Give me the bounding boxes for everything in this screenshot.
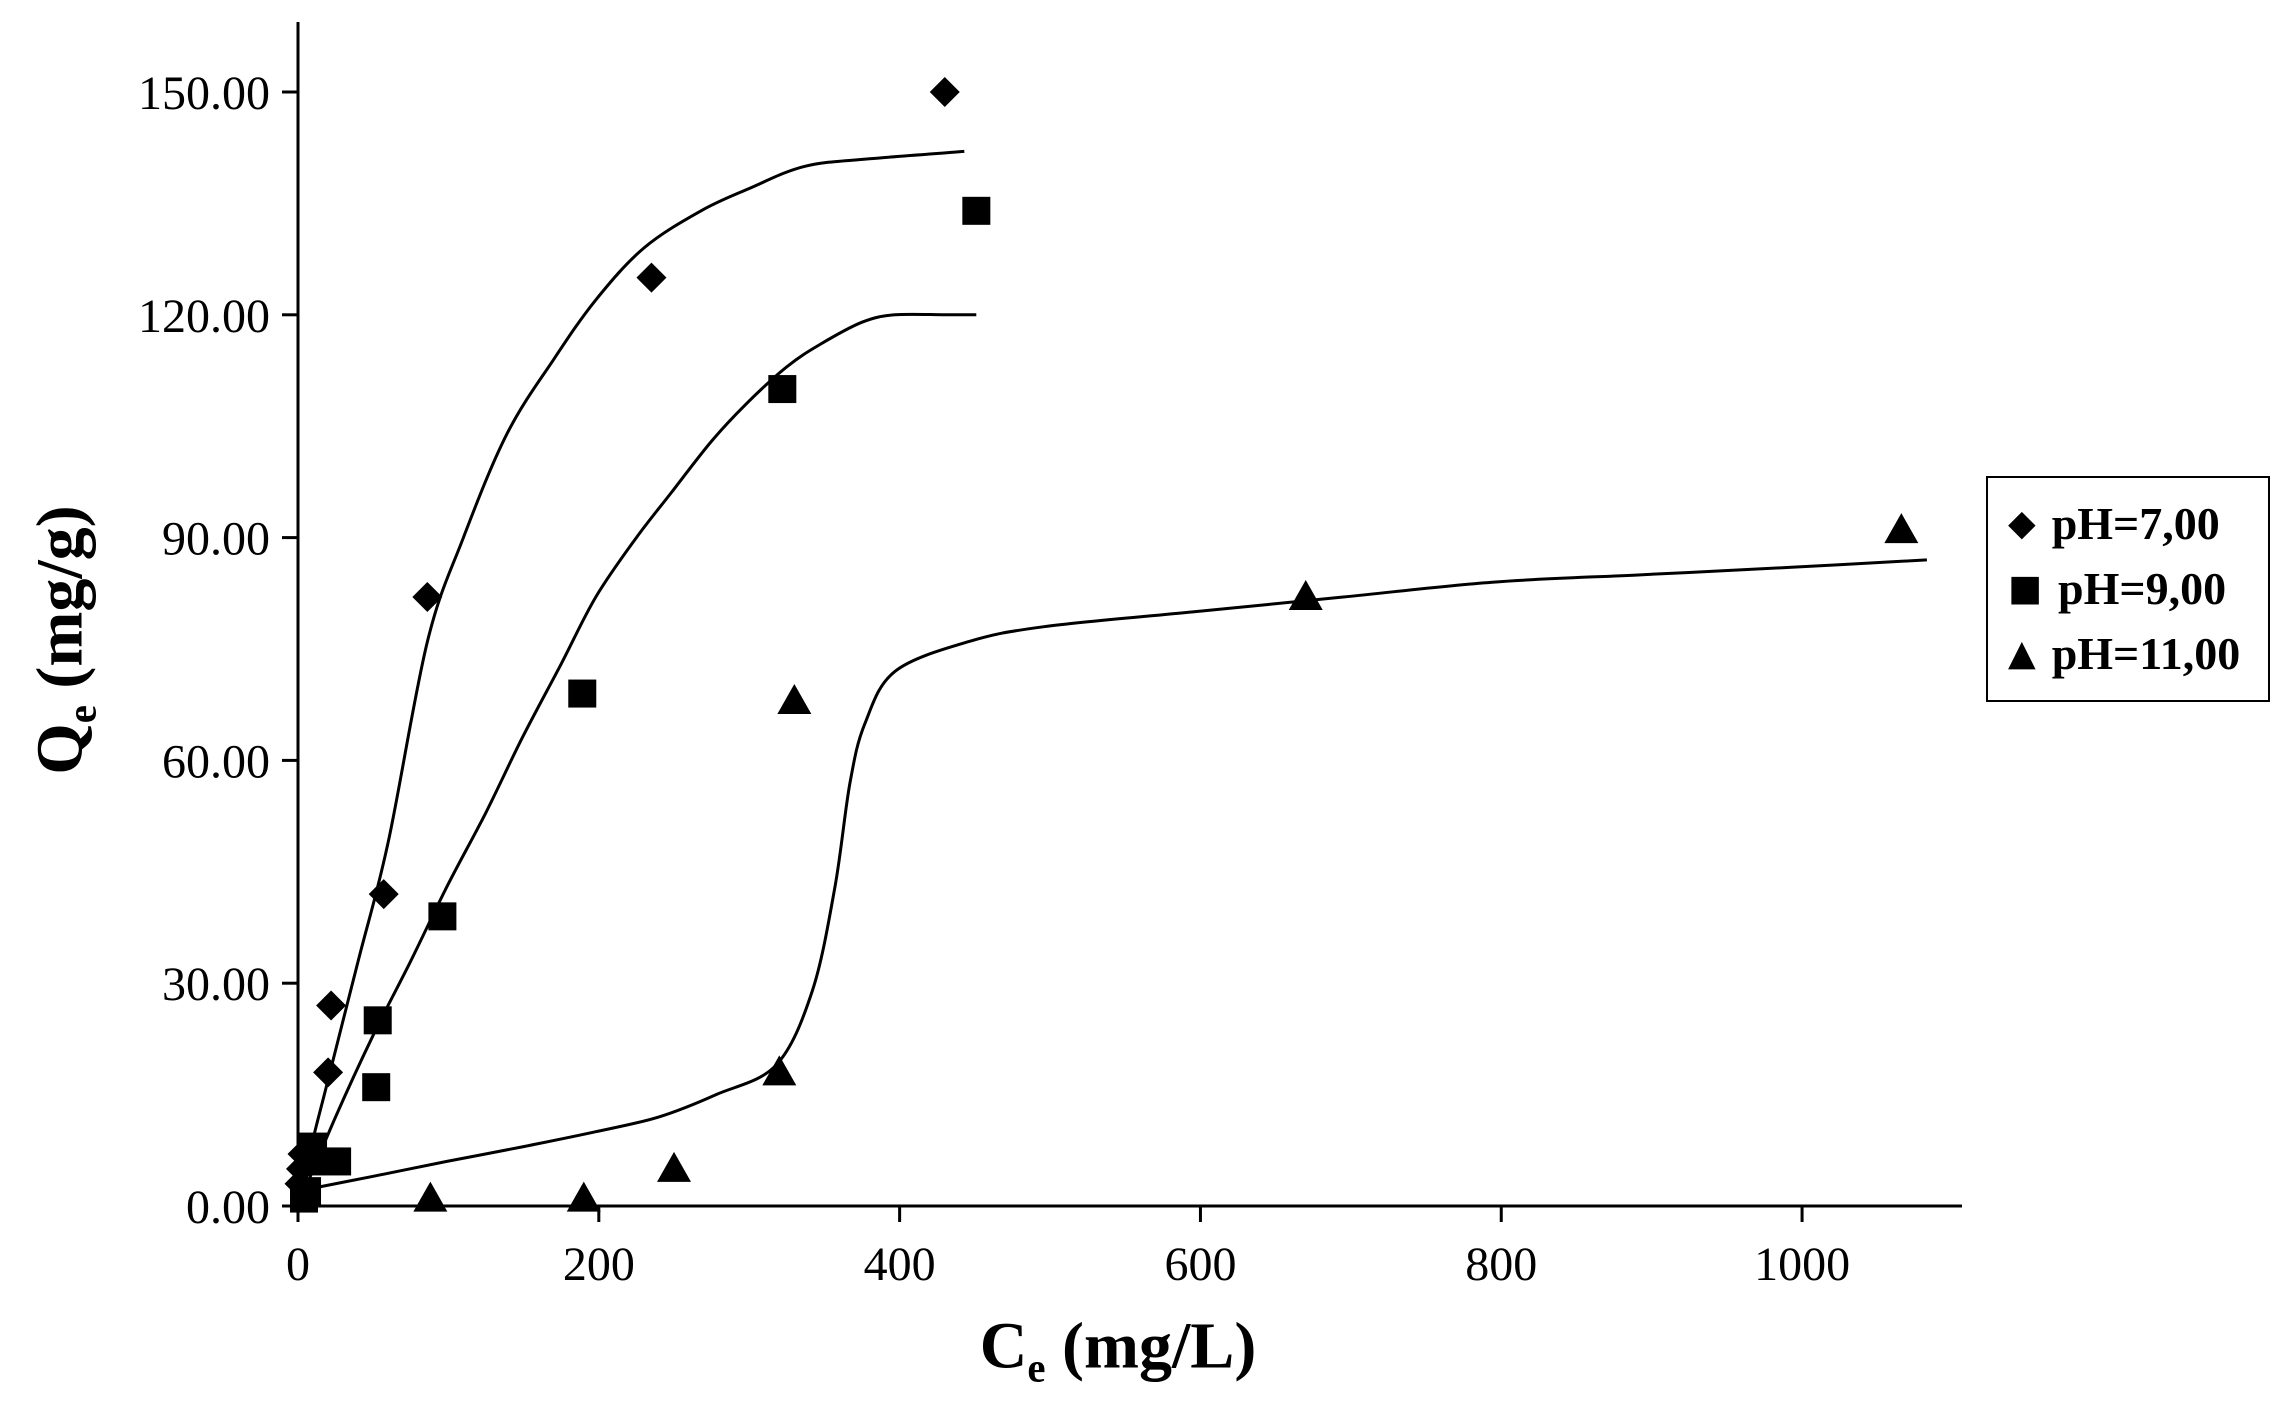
legend: ◆ pH=7,00 ■ pH=9,00 ▲ pH=11,00: [1986, 476, 2271, 702]
y-tick-label: 0.00: [186, 1181, 270, 1234]
legend-label: pH=11,00: [2051, 628, 2241, 680]
data-point-diamond: [316, 990, 347, 1021]
fit-curve: [296, 149, 965, 1207]
legend-item-ph7: ◆ pH=7,00: [2008, 496, 2240, 551]
legend-label: pH=7,00: [2051, 498, 2220, 549]
x-tick-label: 800: [1465, 1238, 1537, 1291]
x-tick-label: 200: [563, 1238, 635, 1291]
data-point-triangle: [1288, 580, 1323, 611]
data-point-triangle: [657, 1151, 692, 1182]
data-point-square: [768, 375, 797, 404]
triangle-icon: ▲: [2008, 632, 2036, 674]
x-tick-label: 1000: [1754, 1238, 1850, 1291]
y-tick-label: 60.00: [162, 735, 270, 788]
data-point-square: [362, 1073, 391, 1102]
y-axis-title: Qe (mg/g): [22, 505, 105, 774]
x-tick-label: 600: [1164, 1238, 1236, 1291]
series-square: [290, 196, 991, 1213]
axes: [282, 22, 1962, 1222]
x-tick-label: 400: [864, 1238, 936, 1291]
data-point-square: [962, 196, 991, 225]
data-point-square: [293, 1177, 322, 1206]
fit-curve: [297, 558, 1927, 1193]
y-tick-label: 30.00: [162, 958, 270, 1011]
legend-item-ph9: ■ pH=9,00: [2008, 561, 2240, 616]
x-axis-title-units: (mg/L): [1045, 1309, 1257, 1383]
data-point-diamond: [313, 1057, 344, 1088]
y-axis-title-main: Q: [23, 723, 97, 775]
fit-curve: [296, 312, 977, 1207]
y-axis-title-units: (mg/g): [23, 505, 97, 706]
legend-item-ph11: ▲ pH=11,00: [2008, 626, 2240, 681]
data-point-triangle: [566, 1181, 601, 1212]
x-axis-title: Ce (mg/L): [980, 1308, 1257, 1391]
series-diamond: [284, 77, 965, 1207]
data-point-square: [363, 1006, 392, 1035]
data-point-square: [568, 679, 597, 708]
series-triangle: [297, 513, 1927, 1212]
x-axis-title-main: C: [979, 1309, 1028, 1383]
data-point-square: [428, 902, 457, 931]
x-axis-title-sub: e: [1027, 1345, 1046, 1391]
data-point-square: [323, 1147, 352, 1176]
diamond-icon: ◆: [2008, 502, 2036, 544]
data-point-triangle: [413, 1181, 448, 1212]
data-point-triangle: [762, 1055, 797, 1086]
data-point-triangle: [1884, 513, 1919, 544]
y-tick-label: 90.00: [162, 513, 270, 566]
data-point-diamond: [412, 582, 443, 613]
data-point-diamond: [929, 77, 960, 107]
data-point-diamond: [368, 879, 399, 910]
data-point-diamond: [636, 262, 667, 293]
legend-label: pH=9,00: [2058, 563, 2227, 615]
x-tick-label: 0: [286, 1238, 310, 1291]
data-point-square: [299, 1132, 328, 1161]
y-tick-label: 120.00: [138, 290, 270, 343]
data-point-triangle: [777, 683, 812, 714]
y-axis-title-sub: e: [59, 705, 105, 724]
y-tick-label: 150.00: [138, 67, 270, 120]
square-icon: ■: [2008, 567, 2043, 609]
